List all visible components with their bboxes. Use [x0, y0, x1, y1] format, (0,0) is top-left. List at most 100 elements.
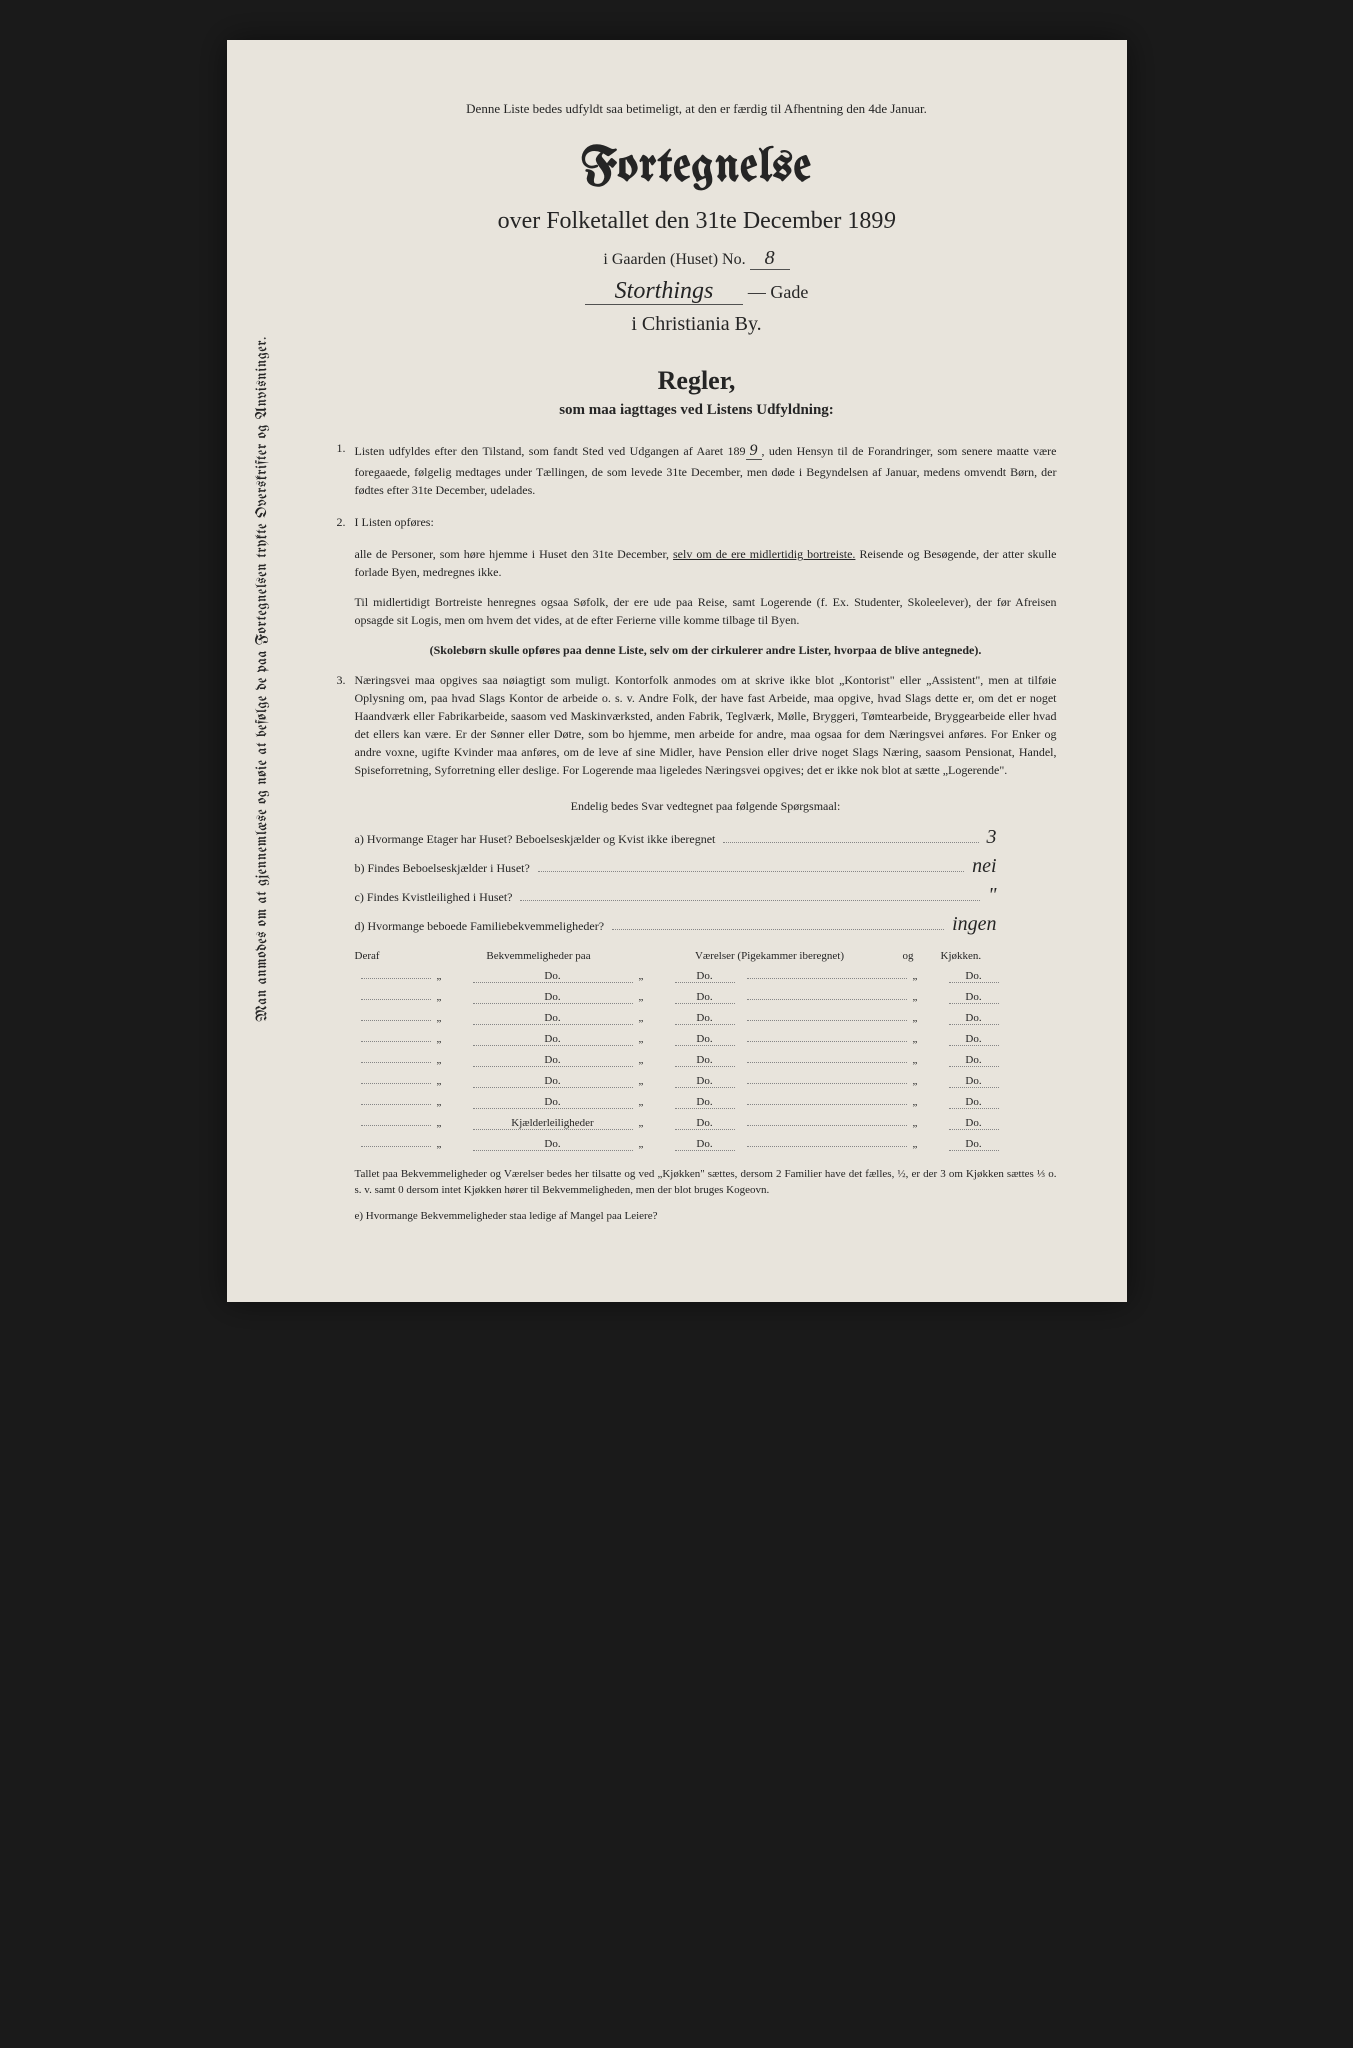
grid-ditto-mark: „	[639, 1075, 669, 1087]
grid-cell	[361, 1083, 431, 1084]
grid-row: „Do.„Do.„Do.	[355, 1075, 1057, 1088]
grid-cell: Do.	[473, 1033, 633, 1046]
grid-ditto-mark: „	[639, 1054, 669, 1066]
grid-cell: Do.	[473, 1096, 633, 1109]
grid-row: „Do.„Do.„Do.	[355, 1096, 1057, 1109]
grid-ditto-mark: „	[913, 970, 943, 982]
footer-question-e: e) Hvormange Bekvemmeligheder staa ledig…	[355, 1210, 1057, 1222]
rule-1-year-handwritten: 9	[746, 442, 762, 460]
grid-cell: Do.	[473, 991, 633, 1004]
grid-header-og: og	[903, 950, 933, 962]
grid-row: „Do.„Do.„Do.	[355, 1012, 1057, 1025]
rule-1-text-a: Listen udfyldes efter den Tilstand, som …	[355, 444, 746, 458]
grid-row: „Do.„Do.„Do.	[355, 1033, 1057, 1046]
rule-1: 1. Listen udfyldes efter den Tilstand, s…	[337, 439, 1057, 499]
grid-cell: Do.	[675, 1054, 735, 1067]
grid-cell: Do.	[949, 991, 999, 1004]
question-a: a) Hvormange Etager har Huset? Beboelses…	[355, 826, 1057, 849]
grid-ditto-mark: „	[913, 1075, 943, 1087]
grid-cell: Do.	[473, 1075, 633, 1088]
grid-cell: Do.	[473, 1138, 633, 1151]
rule-2-note: (Skolebørn skulle opføres paa denne List…	[355, 641, 1057, 659]
grid-cell: Do.	[473, 970, 633, 983]
grid-ditto-mark: „	[639, 1096, 669, 1108]
grid-row: „Do.„Do.„Do.	[355, 1054, 1057, 1067]
grid-cell	[747, 999, 907, 1000]
question-d-label: d) Hvormange beboede Familiebekvemmeligh…	[355, 919, 605, 934]
rules-subheading: som maa iagttages ved Listens Udfyldning…	[337, 402, 1057, 419]
grid-cell: Do.	[675, 970, 735, 983]
grid-row: „Kjælderleiligheder„Do.„Do.	[355, 1117, 1057, 1130]
grid-ditto-mark: „	[639, 1012, 669, 1024]
grid-cell: Do.	[949, 1096, 999, 1109]
grid-ditto-mark: „	[913, 1012, 943, 1024]
vertical-margin-note: Man anmodes om at gjennemlæse og nøie at…	[254, 336, 270, 1021]
grid-ditto-mark: „	[437, 1054, 467, 1066]
grid-ditto-mark: „	[437, 1012, 467, 1024]
grid-cell: Do.	[675, 1075, 735, 1088]
street-line: Storthings — Gade	[337, 278, 1057, 305]
rule-number: 2.	[337, 513, 346, 531]
question-c-label: c) Findes Kvistleilighed i Huset?	[355, 890, 513, 905]
question-b: b) Findes Beboelseskjælder i Huset? nei	[355, 855, 1057, 878]
grid-header-kjokken: Kjøkken.	[941, 950, 982, 962]
top-instruction: Denne Liste bedes udfyldt saa betimeligt…	[337, 100, 1057, 118]
question-a-label: a) Hvormange Etager har Huset? Beboelses…	[355, 832, 716, 847]
grid-cell: Do.	[675, 991, 735, 1004]
subtitle-text: over Folketallet den 31te December 189	[498, 208, 884, 234]
grid-ditto-mark: „	[437, 991, 467, 1003]
garden-number-handwritten: 8	[750, 247, 790, 270]
question-d: d) Hvormange beboede Familiebekvemmeligh…	[355, 913, 1057, 936]
grid-cell	[747, 1041, 907, 1042]
grid-cell: Do.	[675, 1117, 735, 1130]
question-b-label: b) Findes Beboelseskjælder i Huset?	[355, 861, 530, 876]
question-d-answer-handwritten: ingen	[952, 913, 1056, 936]
blank-line	[538, 871, 964, 872]
grid-cell: Do.	[675, 1096, 735, 1109]
questions-intro: Endelig bedes Svar vedtegnet paa følgend…	[355, 799, 1057, 814]
question-b-answer-handwritten: nei	[972, 855, 1056, 878]
question-c-answer-handwritten: "	[988, 884, 1056, 907]
rule-2-para-a: alle de Personer, som høre hjemme i Huse…	[355, 545, 1057, 581]
grid-cell	[361, 1104, 431, 1105]
grid-cell: Do.	[949, 970, 999, 983]
rule-2: 2. I Listen opføres:	[337, 513, 1057, 531]
grid-cell	[361, 1062, 431, 1063]
grid-cell: Do.	[675, 1012, 735, 1025]
grid-cell	[747, 1146, 907, 1147]
street-suffix: — Gade	[748, 282, 808, 302]
grid-cell	[361, 1041, 431, 1042]
questions-section: Endelig bedes Svar vedtegnet paa følgend…	[355, 799, 1057, 936]
grid-ditto-mark: „	[437, 1033, 467, 1045]
grid-row: „Do.„Do.„Do.	[355, 970, 1057, 983]
grid-cell: Do.	[949, 1054, 999, 1067]
year-handwritten: 9	[883, 208, 895, 234]
blank-line	[612, 929, 944, 930]
garden-label: i Gaarden (Huset) No.	[603, 251, 745, 268]
grid-ditto-mark: „	[639, 1138, 669, 1150]
grid-cell: Kjælderleiligheder	[473, 1117, 633, 1130]
grid-ditto-mark: „	[639, 1117, 669, 1129]
garden-line: i Gaarden (Huset) No. 8	[337, 247, 1057, 270]
grid-ditto-mark: „	[913, 991, 943, 1003]
grid-cell	[361, 1146, 431, 1147]
grid-cell	[747, 1062, 907, 1063]
grid-cell: Do.	[949, 1075, 999, 1088]
footer-note: Tallet paa Bekvemmeligheder og Værelser …	[355, 1167, 1057, 1198]
grid-row: „Do.„Do.„Do.	[355, 991, 1057, 1004]
rule-3: 3. Næringsvei maa opgives saa nøiagtigt …	[337, 671, 1057, 779]
city-line: i Christiania By.	[337, 313, 1057, 336]
grid-row: „Do.„Do.„Do.	[355, 1138, 1057, 1151]
grid-header-row: Deraf Bekvemmeligheder paa Værelser (Pig…	[355, 950, 1057, 962]
question-c: c) Findes Kvistleilighed i Huset? "	[355, 884, 1057, 907]
grid-cell: Do.	[949, 1033, 999, 1046]
question-a-answer-handwritten: 3	[987, 826, 1057, 849]
grid-ditto-mark: „	[437, 1096, 467, 1108]
grid-ditto-mark: „	[639, 970, 669, 982]
grid-header-vaerelser: Værelser (Pigekammer iberegnet)	[645, 950, 895, 962]
grid-cell: Do.	[949, 1138, 999, 1151]
street-name-handwritten: Storthings	[585, 278, 744, 305]
subtitle: over Folketallet den 31te December 1899	[337, 208, 1057, 235]
rule-2a-text: alle de Personer, som høre hjemme i Huse…	[355, 547, 674, 561]
grid-cell: Do.	[473, 1054, 633, 1067]
